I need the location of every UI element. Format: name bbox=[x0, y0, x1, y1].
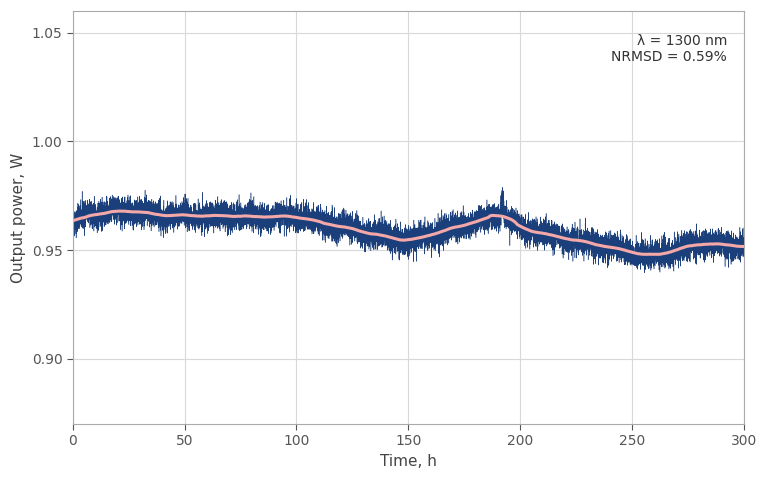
Y-axis label: Output power, W: Output power, W bbox=[11, 152, 26, 283]
Text: λ = 1300 nm
NRMSD = 0.59%: λ = 1300 nm NRMSD = 0.59% bbox=[611, 34, 727, 64]
X-axis label: Time, h: Time, h bbox=[380, 454, 437, 469]
